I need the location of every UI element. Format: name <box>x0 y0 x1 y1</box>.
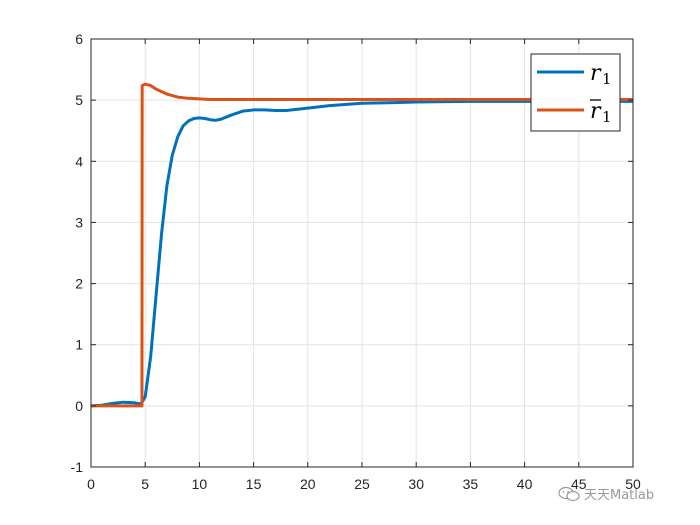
y-tick-label: 2 <box>75 276 83 292</box>
legend-sub-r1: 1 <box>602 70 612 88</box>
x-tick-label: 50 <box>625 476 641 492</box>
watermark: 天天Matlab <box>558 484 654 503</box>
x-tick-label: 0 <box>87 476 95 492</box>
x-tick-label: 30 <box>408 476 424 492</box>
y-tick-label: 4 <box>75 153 83 169</box>
y-tick-label: 3 <box>75 214 83 230</box>
x-tick-label: 5 <box>141 476 149 492</box>
y-tick-label: 5 <box>75 92 83 108</box>
legend-sub-rbar1: 1 <box>602 108 612 126</box>
legend-label-rbar1: r <box>590 99 602 124</box>
series-group <box>90 82 633 408</box>
x-tick-label: 35 <box>463 476 479 492</box>
y-tick-label: 6 <box>75 31 83 47</box>
y-tick-labels: -1 0 1 2 3 4 5 6 <box>71 31 84 475</box>
y-tick-label: 1 <box>75 337 83 353</box>
watermark-text: 天天Matlab <box>584 488 655 503</box>
x-tick-label: 25 <box>354 476 370 492</box>
legend-box <box>530 53 621 132</box>
y-tick-label: 0 <box>75 398 83 414</box>
legend: r 1 r 1 <box>530 53 621 132</box>
tick-marks <box>90 38 634 468</box>
x-tick-label: 20 <box>300 476 316 492</box>
x-tick-label: 45 <box>571 476 587 492</box>
wechat-icon <box>558 486 580 501</box>
x-tick-label: 10 <box>192 476 208 492</box>
x-tick-label: 15 <box>246 476 262 492</box>
x-tick-label: 40 <box>517 476 533 492</box>
series-rbar1-line <box>91 82 633 408</box>
legend-label-r1: r <box>590 61 602 86</box>
x-tick-labels: 0 5 10 15 20 25 30 35 40 45 50 <box>87 476 641 492</box>
series-r1-line <box>90 99 633 408</box>
y-tick-label: -1 <box>71 459 84 475</box>
